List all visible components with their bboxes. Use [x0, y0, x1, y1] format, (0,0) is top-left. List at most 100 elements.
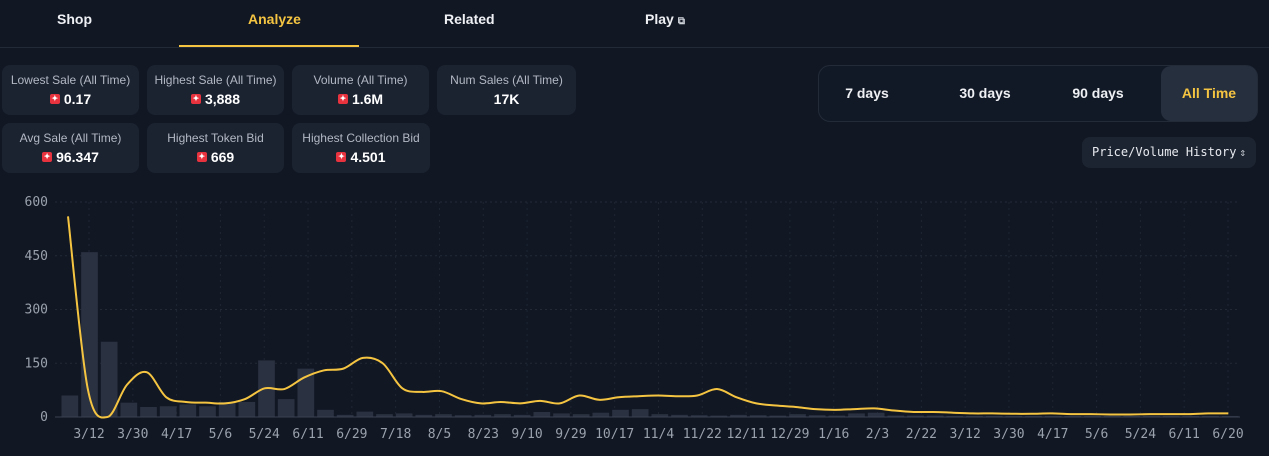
stat-label: Highest Collection Bid: [302, 131, 420, 145]
x-tick-label: 3/30: [117, 427, 148, 442]
x-tick-label: 4/17: [161, 427, 192, 442]
stat-value: 669: [210, 149, 235, 165]
volume-bar: [808, 415, 826, 417]
top-nav: Shop Analyze Related Play ⧉: [0, 0, 1269, 48]
range-30-days[interactable]: 30 days: [959, 85, 1011, 101]
volume-bar: [926, 415, 944, 417]
x-tick-label: 6/29: [336, 427, 367, 442]
x-tick-label: 9/29: [555, 427, 586, 442]
y-tick-label: 150: [25, 356, 48, 371]
volume-bar: [277, 399, 295, 417]
chart-type-value: Price/Volume History: [1092, 145, 1237, 159]
stat-highest-token-bid: Highest Token Bid ✦ 669: [147, 123, 284, 173]
y-tick-label: 300: [25, 303, 48, 318]
token-coin-icon: ✦: [49, 94, 60, 104]
volume-bar: [592, 412, 610, 417]
x-tick-label: 7/18: [380, 427, 411, 442]
stat-value: 0.17: [63, 91, 92, 107]
token-coin-icon: ✦: [196, 152, 207, 162]
stat-label: Highest Sale (All Time): [154, 73, 277, 87]
volume-bar: [1044, 415, 1062, 417]
stat-value: 4.501: [350, 149, 386, 165]
volume-bar: [1202, 415, 1219, 417]
volume-bar: [435, 414, 452, 417]
range-all-time[interactable]: All Time: [1161, 66, 1257, 121]
volume-bar: [61, 395, 79, 417]
x-tick-label: 6/11: [1169, 427, 1200, 442]
volume-bar: [1025, 415, 1042, 417]
x-tick-label: 5/24: [1125, 427, 1156, 442]
x-tick-label: 12/11: [727, 427, 766, 442]
volume-bar: [474, 414, 492, 417]
stat-value: 3,888: [204, 91, 241, 107]
volume-bar: [1103, 415, 1121, 417]
stat-volume: Volume (All Time) ✦ 1.6M: [292, 65, 429, 115]
chart-grid: [55, 201, 1240, 417]
volume-bar: [749, 415, 767, 417]
volume-bar: [513, 414, 531, 417]
x-tick-label: 5/6: [209, 427, 232, 442]
volume-bar: [297, 368, 315, 417]
volume-bar: [120, 402, 138, 417]
chevron-updown-icon: ⇕: [1239, 146, 1246, 159]
x-tick-label: 12/29: [770, 427, 809, 442]
volume-bar: [199, 406, 216, 417]
tab-shop[interactable]: Shop: [57, 11, 92, 27]
volume-bar: [769, 415, 787, 417]
x-tick-label: 6/20: [1212, 427, 1243, 442]
volume-bar: [848, 413, 865, 417]
range-7-days[interactable]: 7 days: [845, 85, 889, 101]
volume-bar: [179, 404, 197, 417]
volume-bar: [867, 412, 885, 417]
volume-bar: [966, 415, 983, 417]
volume-bar: [631, 409, 649, 417]
volume-bar: [671, 414, 688, 417]
volume-bar: [159, 406, 177, 417]
stat-lowest-sale: Lowest Sale (All Time) ✦ 0.17: [2, 65, 139, 115]
x-tick-label: 4/17: [1037, 427, 1068, 442]
stat-value: 1.6M: [351, 91, 384, 107]
stat-num-sales: Num Sales (All Time) 17K: [437, 65, 576, 115]
token-coin-icon: ✦: [190, 94, 201, 104]
x-tick-label: 3/12: [949, 427, 980, 442]
volume-bar: [985, 415, 1003, 417]
stat-avg-sale: Avg Sale (All Time) ✦ 96.347: [2, 123, 139, 173]
stat-value: 96.347: [56, 149, 99, 165]
stat-highest-collection-bid: Highest Collection Bid ✦ 4.501: [292, 123, 430, 173]
stat-label: Lowest Sale (All Time): [10, 73, 131, 87]
chart-type-select[interactable]: Price/Volume History ⇕: [1082, 137, 1256, 168]
x-tick-label: 2/3: [866, 427, 889, 442]
x-tick-label: 5/6: [1085, 427, 1108, 442]
volume-bar: [887, 415, 905, 417]
volume-bar: [730, 414, 747, 417]
token-coin-icon: ✦: [42, 152, 53, 162]
external-link-icon: ⧉: [677, 16, 685, 27]
volume-bar: [553, 413, 570, 417]
price-volume-chart: 0 150 300 450 600 3/12 3/30 4/17 5/6 5/24 6/11 6/2…: [25, 195, 1244, 442]
tab-play[interactable]: Play ⧉: [645, 11, 685, 27]
x-tick-label: 8/23: [468, 427, 499, 442]
volume-bar: [1084, 415, 1101, 417]
volume-bar: [317, 409, 334, 417]
volume-bar: [789, 414, 806, 417]
x-tick-label: 1/16: [818, 427, 849, 442]
tab-analyze[interactable]: Analyze: [248, 11, 301, 27]
time-range-selector: 7 days 30 days 90 days All Time: [818, 65, 1258, 122]
range-90-days[interactable]: 90 days: [1072, 85, 1124, 101]
volume-bar: [1182, 415, 1200, 417]
x-tick-label: 9/10: [511, 427, 542, 442]
volume-bar: [100, 341, 118, 417]
x-tick-label: 3/30: [993, 427, 1024, 442]
x-tick-label: 6/11: [292, 427, 323, 442]
stat-label: Highest Token Bid: [167, 131, 264, 145]
volume-bar: [946, 415, 964, 417]
x-tick-label: 2/22: [906, 427, 937, 442]
volume-bar: [415, 414, 433, 417]
x-tick-label: 5/24: [249, 427, 280, 442]
tab-related[interactable]: Related: [444, 11, 495, 27]
volume-bar: [376, 414, 393, 417]
volume-bar: [907, 415, 924, 417]
active-tab-indicator: [179, 45, 359, 47]
volume-bar: [710, 415, 728, 417]
volume-bar: [572, 414, 590, 417]
